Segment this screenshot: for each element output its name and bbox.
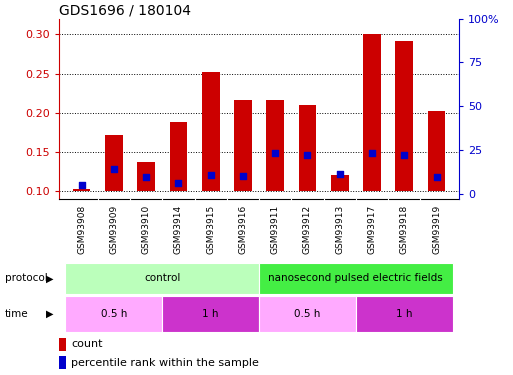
Point — [368, 150, 376, 156]
Bar — [356, 296, 452, 332]
Text: ▶: ▶ — [46, 309, 54, 319]
Bar — [396, 40, 413, 191]
Text: GSM93914: GSM93914 — [174, 205, 183, 254]
Bar — [202, 72, 220, 191]
Text: ▶: ▶ — [46, 273, 54, 284]
Text: GSM93919: GSM93919 — [432, 205, 441, 254]
Bar — [363, 34, 381, 191]
Text: 0.5 h: 0.5 h — [101, 309, 127, 319]
Text: GSM93916: GSM93916 — [239, 205, 247, 254]
Text: 1 h: 1 h — [396, 309, 412, 319]
Text: percentile rank within the sample: percentile rank within the sample — [71, 358, 259, 368]
Point — [77, 183, 86, 189]
Point — [432, 174, 441, 180]
Bar — [331, 175, 349, 191]
Bar — [73, 189, 90, 191]
Text: control: control — [144, 273, 181, 284]
Point — [207, 172, 215, 178]
Text: count: count — [71, 339, 103, 349]
Point — [303, 152, 311, 158]
Text: GSM93908: GSM93908 — [77, 205, 86, 254]
Bar — [137, 162, 155, 191]
Text: GSM93915: GSM93915 — [206, 205, 215, 254]
Text: GDS1696 / 180104: GDS1696 / 180104 — [59, 4, 191, 18]
Text: protocol: protocol — [5, 273, 48, 284]
Text: GSM93912: GSM93912 — [303, 205, 312, 254]
Bar — [66, 262, 259, 294]
Bar — [59, 356, 66, 369]
Bar — [234, 100, 252, 191]
Bar — [259, 262, 452, 294]
Text: GSM93910: GSM93910 — [142, 205, 151, 254]
Bar — [169, 122, 187, 191]
Text: time: time — [5, 309, 29, 319]
Text: GSM93918: GSM93918 — [400, 205, 409, 254]
Bar — [162, 296, 259, 332]
Point — [400, 152, 408, 158]
Point — [142, 174, 150, 180]
Bar — [266, 100, 284, 191]
Text: nanosecond pulsed electric fields: nanosecond pulsed electric fields — [268, 273, 443, 284]
Point — [336, 171, 344, 177]
Text: 1 h: 1 h — [203, 309, 219, 319]
Point — [174, 180, 183, 186]
Text: GSM93911: GSM93911 — [271, 205, 280, 254]
Bar — [105, 135, 123, 191]
Text: 0.5 h: 0.5 h — [294, 309, 321, 319]
Bar — [66, 296, 162, 332]
Bar — [59, 338, 66, 351]
Text: GSM93909: GSM93909 — [109, 205, 119, 254]
Bar — [428, 111, 445, 191]
Point — [239, 173, 247, 179]
Bar — [299, 105, 317, 191]
Point — [110, 166, 118, 172]
Bar — [259, 296, 356, 332]
Text: GSM93913: GSM93913 — [335, 205, 344, 254]
Text: GSM93917: GSM93917 — [367, 205, 377, 254]
Point — [271, 150, 279, 156]
